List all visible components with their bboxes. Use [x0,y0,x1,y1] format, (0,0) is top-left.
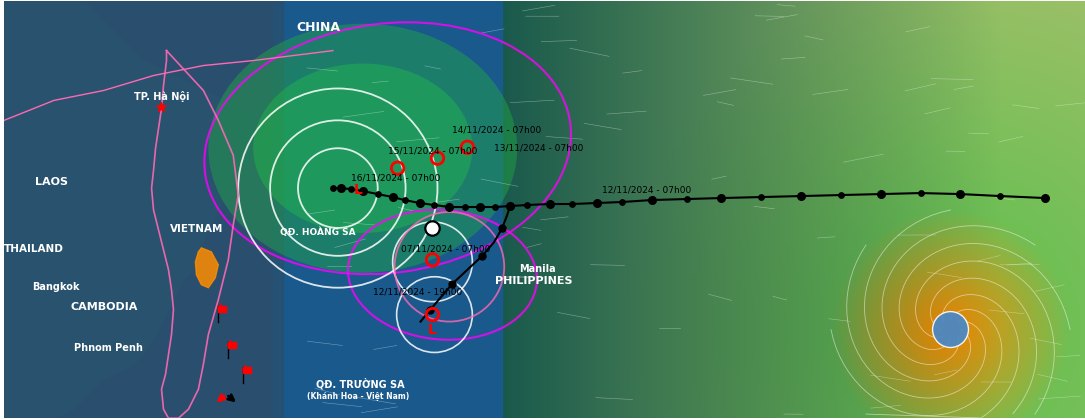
Text: CHINA: CHINA [296,21,340,34]
Point [792,193,809,199]
Text: 15/11/2024 - 07h00: 15/11/2024 - 07h00 [387,146,477,155]
Point [411,200,429,207]
Point [424,311,442,318]
Point [519,202,536,208]
Point [588,200,605,207]
Point [324,185,342,191]
Text: THAILAND: THAILAND [4,244,64,254]
Point [501,203,519,210]
Point [152,104,169,111]
Point [832,192,850,199]
Text: (Khánh Hoa - Việt Nam): (Khánh Hoa - Việt Nam) [307,392,409,401]
Point [396,197,413,203]
Text: 12/11/2024 - 07h00: 12/11/2024 - 07h00 [602,185,691,194]
Point [424,225,442,231]
Text: 12/11/2024 - 19h00: 12/11/2024 - 19h00 [373,288,462,297]
Text: PHILIPPINES: PHILIPPINES [496,276,573,286]
Polygon shape [4,1,253,418]
Point [459,144,476,150]
Point [422,306,439,313]
Polygon shape [4,1,283,418]
Point [384,194,401,200]
Text: QĐ. HOÀNG SA: QĐ. HOÀNG SA [280,228,356,237]
Text: 13/11/2024 - 07h00: 13/11/2024 - 07h00 [495,143,584,152]
Point [472,204,489,210]
Point [474,253,492,259]
Point [952,191,969,197]
Point [753,194,770,200]
Point [541,201,559,207]
Point [388,165,406,171]
Point [872,191,890,197]
Polygon shape [218,305,227,312]
Text: L: L [354,183,362,197]
Text: LAOS: LAOS [36,177,68,187]
Point [429,155,446,162]
Point [501,203,519,210]
Point [444,280,461,287]
Point [342,186,359,192]
Text: 14/11/2024 - 07h00: 14/11/2024 - 07h00 [452,125,541,134]
Point [643,197,661,203]
Point [457,204,474,210]
Point [332,185,349,191]
Text: 16/11/2024 - 07h00: 16/11/2024 - 07h00 [350,173,441,182]
Point [1036,195,1054,202]
Point [486,204,503,210]
Point [912,190,930,197]
Polygon shape [195,248,218,288]
Text: TP. Hà Nội: TP. Hà Nội [133,91,189,102]
Text: Phnom Penh: Phnom Penh [74,344,143,354]
Point [369,191,386,197]
Circle shape [933,312,969,347]
Point [425,202,443,208]
Text: Manila: Manila [519,264,556,274]
Point [441,204,458,210]
Point [424,256,442,263]
Point [613,199,630,205]
Text: Bangkok: Bangkok [33,282,79,292]
Text: CAMBODIA: CAMBODIA [71,302,138,312]
Ellipse shape [208,24,518,273]
Point [424,225,442,231]
Text: VIETNAM: VIETNAM [169,224,224,234]
Polygon shape [243,367,252,373]
Point [494,225,511,231]
Point [992,193,1009,199]
Polygon shape [228,342,237,349]
Text: L: L [429,323,437,336]
Text: QĐ. TRƯỜNG SA: QĐ. TRƯỜNG SA [317,378,405,389]
Point [563,201,580,207]
Point [678,196,695,202]
Point [713,195,730,202]
Text: 07/11/2024 - 07h00: 07/11/2024 - 07h00 [400,245,490,254]
Ellipse shape [253,64,472,233]
Point [354,188,371,194]
